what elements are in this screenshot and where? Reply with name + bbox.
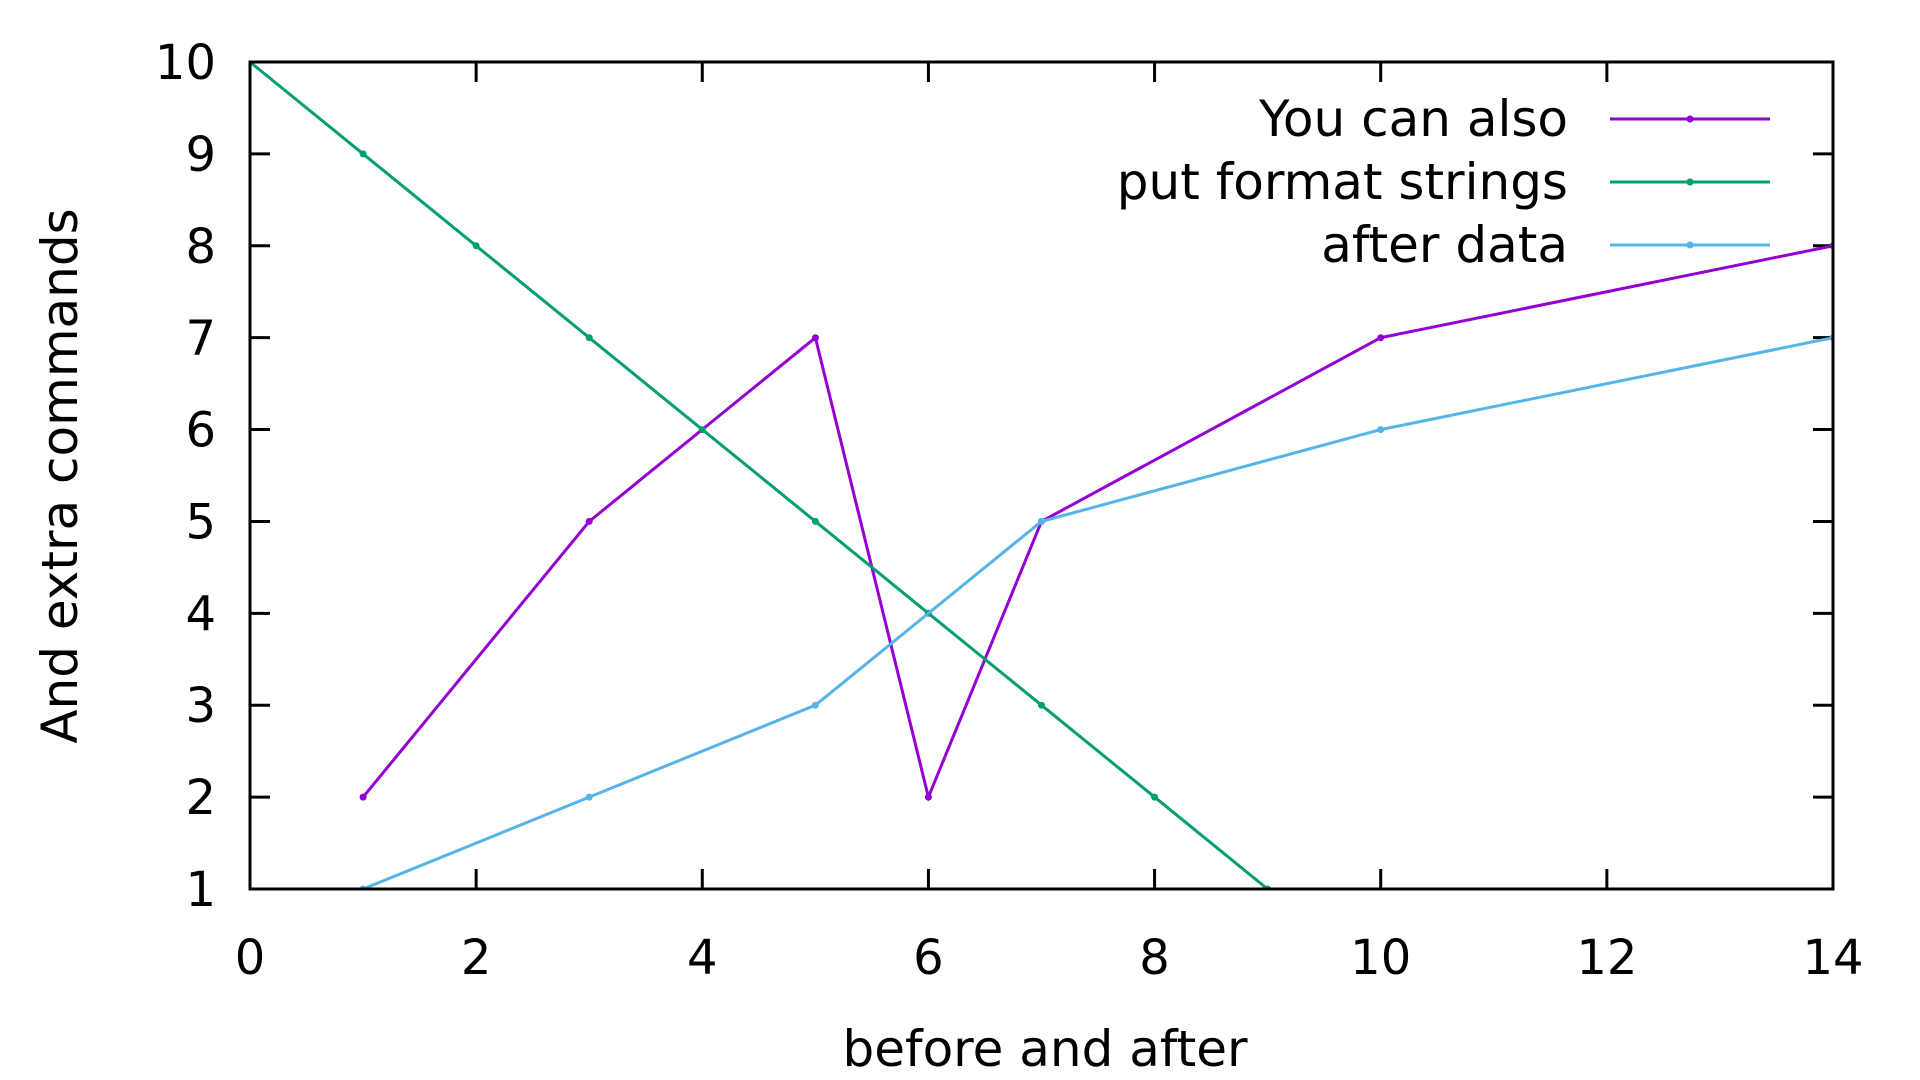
y-tick-label: 7: [185, 311, 216, 367]
y-tick-label: 9: [185, 127, 216, 183]
y-tick-label: 8: [185, 219, 216, 275]
series-2-point: [811, 517, 819, 525]
legend-label: put format strings: [1117, 153, 1568, 211]
series-2-point: [698, 426, 706, 434]
x-tick-label: 8: [1139, 930, 1170, 986]
x-tick-label: 14: [1802, 930, 1863, 986]
series-2-point: [1151, 793, 1159, 801]
y-tick-label: 5: [185, 494, 216, 550]
y-tick-label: 1: [185, 862, 216, 918]
axis-ticks: [248, 60, 1835, 891]
legend-label: You can also: [1258, 90, 1568, 148]
series-layer: [250, 62, 1833, 889]
series-1-point: [1377, 334, 1385, 342]
series-1-point: [359, 793, 367, 801]
y-tick-label: 4: [185, 586, 216, 642]
series-2-point: [472, 242, 480, 250]
series-1-point: [924, 793, 932, 801]
y-tick-label: 3: [185, 678, 216, 734]
plot-frame: [248, 60, 1835, 891]
x-tick-label: 12: [1576, 930, 1637, 986]
x-tick-label: 2: [461, 930, 492, 986]
series-line-1: [361, 244, 1833, 802]
x-tick-label: 10: [1350, 930, 1411, 986]
x-tick-label: 0: [235, 930, 266, 986]
series-3-point: [811, 701, 819, 709]
legend-swatch-point: [1686, 178, 1694, 186]
x-tick-label: 6: [913, 930, 944, 986]
y-tick-label: 10: [155, 35, 216, 91]
y-tick-label: 6: [185, 403, 216, 459]
x-axis-label: before and after: [842, 1020, 1247, 1078]
series-2-point: [585, 334, 593, 342]
series-1-point: [811, 334, 819, 342]
legend-swatch-point: [1686, 241, 1694, 249]
x-tick-label: 4: [687, 930, 718, 986]
series-line-3: [362, 336, 1833, 889]
legend-swatch-point: [1686, 115, 1694, 123]
y-tick-label: 2: [185, 770, 216, 826]
series-3-point: [585, 793, 593, 801]
series-2-point: [359, 150, 367, 158]
y-axis-label: And extra commands: [31, 208, 89, 743]
series-3-point: [1038, 517, 1045, 525]
series-line-2: [250, 62, 1269, 889]
legend-label: after data: [1321, 216, 1568, 274]
series-1-point: [585, 517, 593, 525]
series-2-point: [1038, 701, 1045, 709]
series-3-point: [1377, 426, 1385, 434]
